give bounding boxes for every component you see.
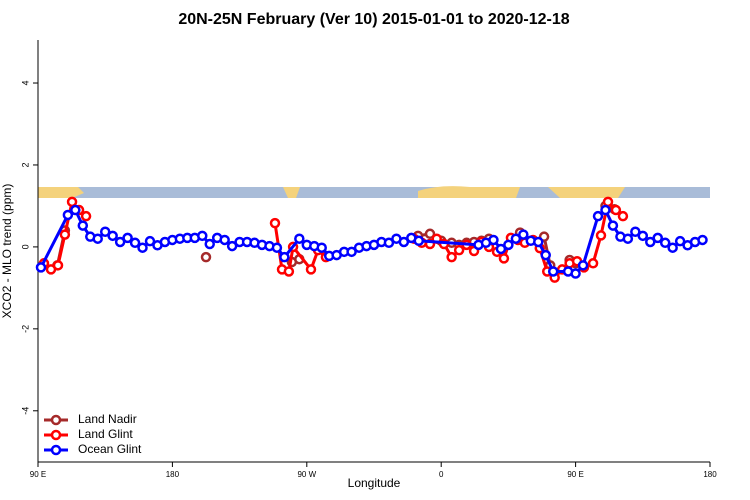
legend-label: Land Nadir bbox=[78, 412, 137, 426]
data-point bbox=[488, 234, 499, 246]
data-point bbox=[62, 209, 74, 221]
data-point bbox=[398, 236, 410, 248]
legend-marker bbox=[50, 429, 62, 441]
data-point bbox=[107, 230, 118, 242]
data-point bbox=[510, 233, 522, 244]
data-point bbox=[346, 246, 357, 258]
data-point bbox=[577, 260, 589, 271]
data-point bbox=[80, 210, 92, 222]
data-point bbox=[279, 251, 290, 263]
x-axis-label: Longitude bbox=[348, 476, 401, 490]
data-point bbox=[518, 229, 529, 240]
data-point bbox=[59, 229, 71, 240]
data-point bbox=[66, 196, 78, 208]
data-point bbox=[453, 244, 465, 256]
x-tick-label: 90 E bbox=[30, 470, 46, 479]
data-point bbox=[652, 232, 663, 244]
data-point bbox=[383, 237, 395, 249]
data-point bbox=[77, 220, 89, 231]
data-point bbox=[316, 242, 327, 253]
data-point bbox=[271, 242, 283, 253]
data-point bbox=[645, 236, 656, 248]
data-point bbox=[697, 234, 708, 246]
data-point bbox=[35, 262, 47, 273]
data-point bbox=[547, 266, 559, 277]
data-point bbox=[413, 235, 425, 247]
legend-marker bbox=[50, 444, 62, 456]
legend-marker bbox=[50, 414, 62, 426]
data-point bbox=[52, 260, 64, 271]
data-point bbox=[610, 204, 622, 216]
data-point bbox=[495, 243, 507, 255]
data-point bbox=[92, 233, 103, 244]
y-tick-label: 4 bbox=[20, 81, 30, 86]
data-point bbox=[200, 251, 212, 263]
data-point bbox=[144, 235, 156, 247]
data-point bbox=[659, 237, 671, 249]
data-point bbox=[674, 235, 686, 247]
data-point bbox=[595, 230, 607, 241]
data-point bbox=[622, 233, 634, 244]
x-tick-label: 0 bbox=[439, 470, 444, 479]
x-tick-label: 90 W bbox=[297, 470, 316, 479]
data-point bbox=[667, 242, 678, 253]
data-point bbox=[637, 230, 649, 242]
data-point bbox=[197, 230, 208, 242]
data-point bbox=[70, 204, 81, 216]
data-point bbox=[114, 236, 126, 248]
legend-label: Land Glint bbox=[78, 427, 133, 441]
data-point bbox=[540, 249, 551, 261]
map-strip bbox=[38, 186, 710, 198]
x-tick-label: 90 E bbox=[567, 470, 583, 479]
data-point bbox=[269, 217, 281, 229]
data-point bbox=[137, 242, 148, 253]
data-point bbox=[600, 204, 611, 216]
data-point bbox=[533, 236, 544, 248]
y-axis-label: XCO2 - MLO trend (ppm) bbox=[0, 184, 14, 319]
data-point bbox=[122, 232, 133, 244]
x-tick-label: 180 bbox=[703, 470, 717, 479]
data-point bbox=[607, 220, 619, 231]
chart-title: 20N-25N February (Ver 10) 2015-01-01 to … bbox=[178, 11, 569, 28]
data-point bbox=[129, 237, 141, 249]
data-point bbox=[592, 210, 604, 222]
data-point bbox=[602, 196, 614, 208]
x-tick-label: 180 bbox=[166, 470, 180, 479]
data-point bbox=[503, 239, 514, 251]
data-point bbox=[617, 210, 629, 222]
data-point bbox=[226, 240, 238, 252]
data-point bbox=[630, 226, 641, 237]
data-point bbox=[587, 258, 599, 269]
y-tick-label: -2 bbox=[20, 325, 30, 333]
data-point bbox=[424, 228, 436, 240]
data-point bbox=[283, 266, 295, 277]
data-point bbox=[498, 253, 510, 264]
y-tick-label: 2 bbox=[20, 162, 30, 167]
data-point bbox=[204, 238, 215, 250]
y-tick-label: 0 bbox=[20, 244, 30, 249]
y-tick-label: -4 bbox=[20, 407, 30, 415]
data-point bbox=[219, 234, 230, 246]
data-point bbox=[294, 233, 305, 244]
data-point bbox=[570, 268, 581, 279]
data-point bbox=[446, 251, 457, 263]
legend-label: Ocean Glint bbox=[78, 442, 142, 456]
data-point bbox=[99, 226, 111, 237]
data-point bbox=[305, 264, 317, 275]
